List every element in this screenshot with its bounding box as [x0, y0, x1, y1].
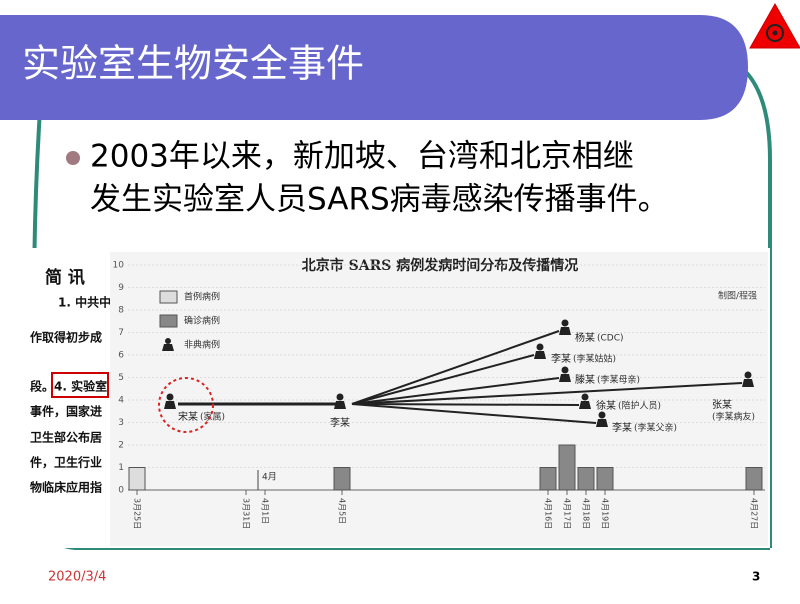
person-name: 李某 [612, 421, 632, 434]
bullet-line: 发生实验室人员SARS病毒感染传播事件。 [90, 182, 669, 218]
legend-swatch [159, 314, 178, 328]
count-bar [333, 467, 351, 491]
page-number: 3 [752, 570, 760, 584]
x-tick-label: 4月1日 [261, 498, 270, 524]
slide-title: 实验室生物安全事件 [22, 42, 364, 86]
transmission-line [351, 354, 535, 405]
y-tick-label: 7 [118, 328, 124, 338]
person-icon [744, 371, 752, 379]
transmission-line [351, 382, 743, 405]
person-icon [581, 393, 589, 401]
legend-icon [162, 344, 174, 351]
person-icon [166, 393, 174, 401]
count-bar [128, 467, 146, 491]
highlight-box [51, 372, 109, 398]
person-name: 张某 [712, 399, 732, 411]
legend-label: 非典病例 [184, 339, 220, 351]
person-note: (李某父亲) [634, 422, 677, 434]
y-tick-label: 4 [118, 396, 124, 406]
person-note: (家属) [200, 411, 225, 423]
person-icon [561, 366, 569, 374]
y-tick-label: 1 [118, 463, 124, 473]
person-icon [579, 401, 591, 409]
person-name: 徐某 [596, 399, 616, 412]
month-marker: 4月 [262, 472, 277, 483]
highlight-circle [158, 377, 214, 433]
document-text: 简 讯 [45, 267, 85, 288]
biohazard-icon [749, 2, 800, 49]
count-bar [577, 467, 595, 491]
transmission-line [351, 330, 560, 405]
y-tick-label: 2 [118, 441, 124, 451]
x-tick-label: 4月16日 [544, 498, 553, 529]
bullet-line: 2003年以来，新加坡、台湾和北京相继 [90, 139, 634, 175]
person-note: (陪护人员) [618, 400, 661, 412]
person-icon [596, 419, 608, 427]
x-tick-label: 4月27日 [750, 498, 759, 529]
count-bar [539, 467, 557, 491]
y-tick-label: 3 [118, 418, 124, 428]
person-note: (CDC) [597, 334, 624, 344]
person-icon [559, 374, 571, 382]
person-icon [561, 319, 569, 327]
transmission-line [351, 377, 560, 405]
legend-swatch [159, 290, 178, 304]
count-bar [745, 467, 763, 491]
person-name: 杨某 [575, 331, 595, 344]
document-text: 作取得初步成 [30, 330, 102, 345]
y-tick-label: 9 [118, 283, 124, 293]
count-bar [558, 444, 576, 491]
person-name: 李某 [551, 352, 571, 365]
transmission-line [351, 403, 597, 424]
y-tick-label: 8 [118, 306, 124, 316]
x-tick-label: 3月25日 [133, 498, 142, 529]
person-icon [598, 411, 606, 419]
y-tick-label: 5 [118, 373, 124, 383]
person-icon [742, 379, 754, 387]
title-bar [0, 15, 748, 120]
person-icon [559, 327, 571, 335]
document-text: 事件，国家进 [30, 404, 102, 419]
x-tick-label: 4月19日 [601, 498, 610, 529]
x-tick-label: 3月31日 [242, 498, 251, 529]
bullet-dot [66, 151, 80, 165]
person-icon [536, 343, 544, 351]
document-text: 段。4. 实验室 [30, 379, 107, 394]
person-name: 李某 [330, 416, 350, 429]
y-tick-label: 6 [118, 351, 124, 361]
transmission-line [351, 403, 580, 406]
legend-icon [165, 338, 171, 344]
person-icon [334, 401, 346, 409]
y-tick-label: 10 [113, 261, 125, 271]
x-tick-label: 4月18日 [582, 498, 591, 529]
person-note: (李某姑姑) [573, 353, 616, 365]
count-bar [596, 467, 614, 491]
legend-label: 首例病例 [184, 291, 220, 303]
figure-credit: 制图/程强 [718, 290, 757, 302]
x-tick-label: 4月5日 [338, 498, 347, 524]
chart: 北京市 SARS 病例发病时间分布及传播情况制图/程强012345678910首… [113, 257, 765, 529]
person-note: (李某母亲) [597, 374, 640, 386]
person-icon [336, 393, 344, 401]
document-text: 卫生部公布居 [30, 430, 102, 445]
document-text: 件，卫生行业 [30, 455, 102, 470]
person-icon [534, 351, 546, 359]
legend-label: 确诊病例 [184, 315, 220, 327]
person-name: 宋某 [178, 410, 198, 423]
slide-date: 2020/3/4 [48, 570, 106, 585]
person-note: (李某病友) [712, 411, 755, 423]
document-text: 1. 中共中 [58, 295, 111, 310]
document-text: 物临床应用指 [30, 480, 102, 495]
person-icon [164, 401, 176, 409]
x-tick-label: 4月17日 [563, 498, 572, 529]
y-tick-label: 0 [118, 486, 124, 496]
person-name: 滕某 [575, 373, 595, 386]
